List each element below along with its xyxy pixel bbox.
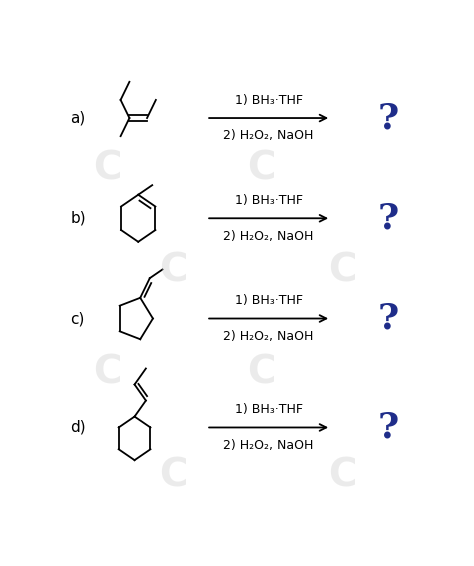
- Text: 2) H₂O₂, NaOH: 2) H₂O₂, NaOH: [223, 130, 314, 143]
- Text: C: C: [328, 456, 356, 495]
- Text: C: C: [328, 251, 356, 290]
- Text: C: C: [247, 354, 275, 392]
- Text: C: C: [159, 456, 187, 495]
- Text: c): c): [70, 311, 85, 326]
- Text: ?: ?: [377, 410, 399, 444]
- Text: C: C: [93, 149, 121, 187]
- Text: 1) BH₃·THF: 1) BH₃·THF: [235, 294, 302, 307]
- Text: C: C: [159, 251, 187, 290]
- Text: 2) H₂O₂, NaOH: 2) H₂O₂, NaOH: [223, 439, 314, 452]
- Text: ?: ?: [377, 101, 399, 135]
- Text: C: C: [247, 149, 275, 187]
- Text: 2) H₂O₂, NaOH: 2) H₂O₂, NaOH: [223, 330, 314, 343]
- Text: d): d): [70, 420, 86, 435]
- Text: 2) H₂O₂, NaOH: 2) H₂O₂, NaOH: [223, 230, 314, 243]
- Text: 1) BH₃·THF: 1) BH₃·THF: [235, 403, 302, 416]
- Text: ?: ?: [377, 201, 399, 235]
- Text: 1) BH₃·THF: 1) BH₃·THF: [235, 194, 302, 207]
- Text: ?: ?: [377, 302, 399, 336]
- Text: a): a): [70, 110, 85, 126]
- Text: 1) BH₃·THF: 1) BH₃·THF: [235, 94, 302, 107]
- Text: b): b): [70, 211, 86, 226]
- Text: C: C: [93, 354, 121, 392]
